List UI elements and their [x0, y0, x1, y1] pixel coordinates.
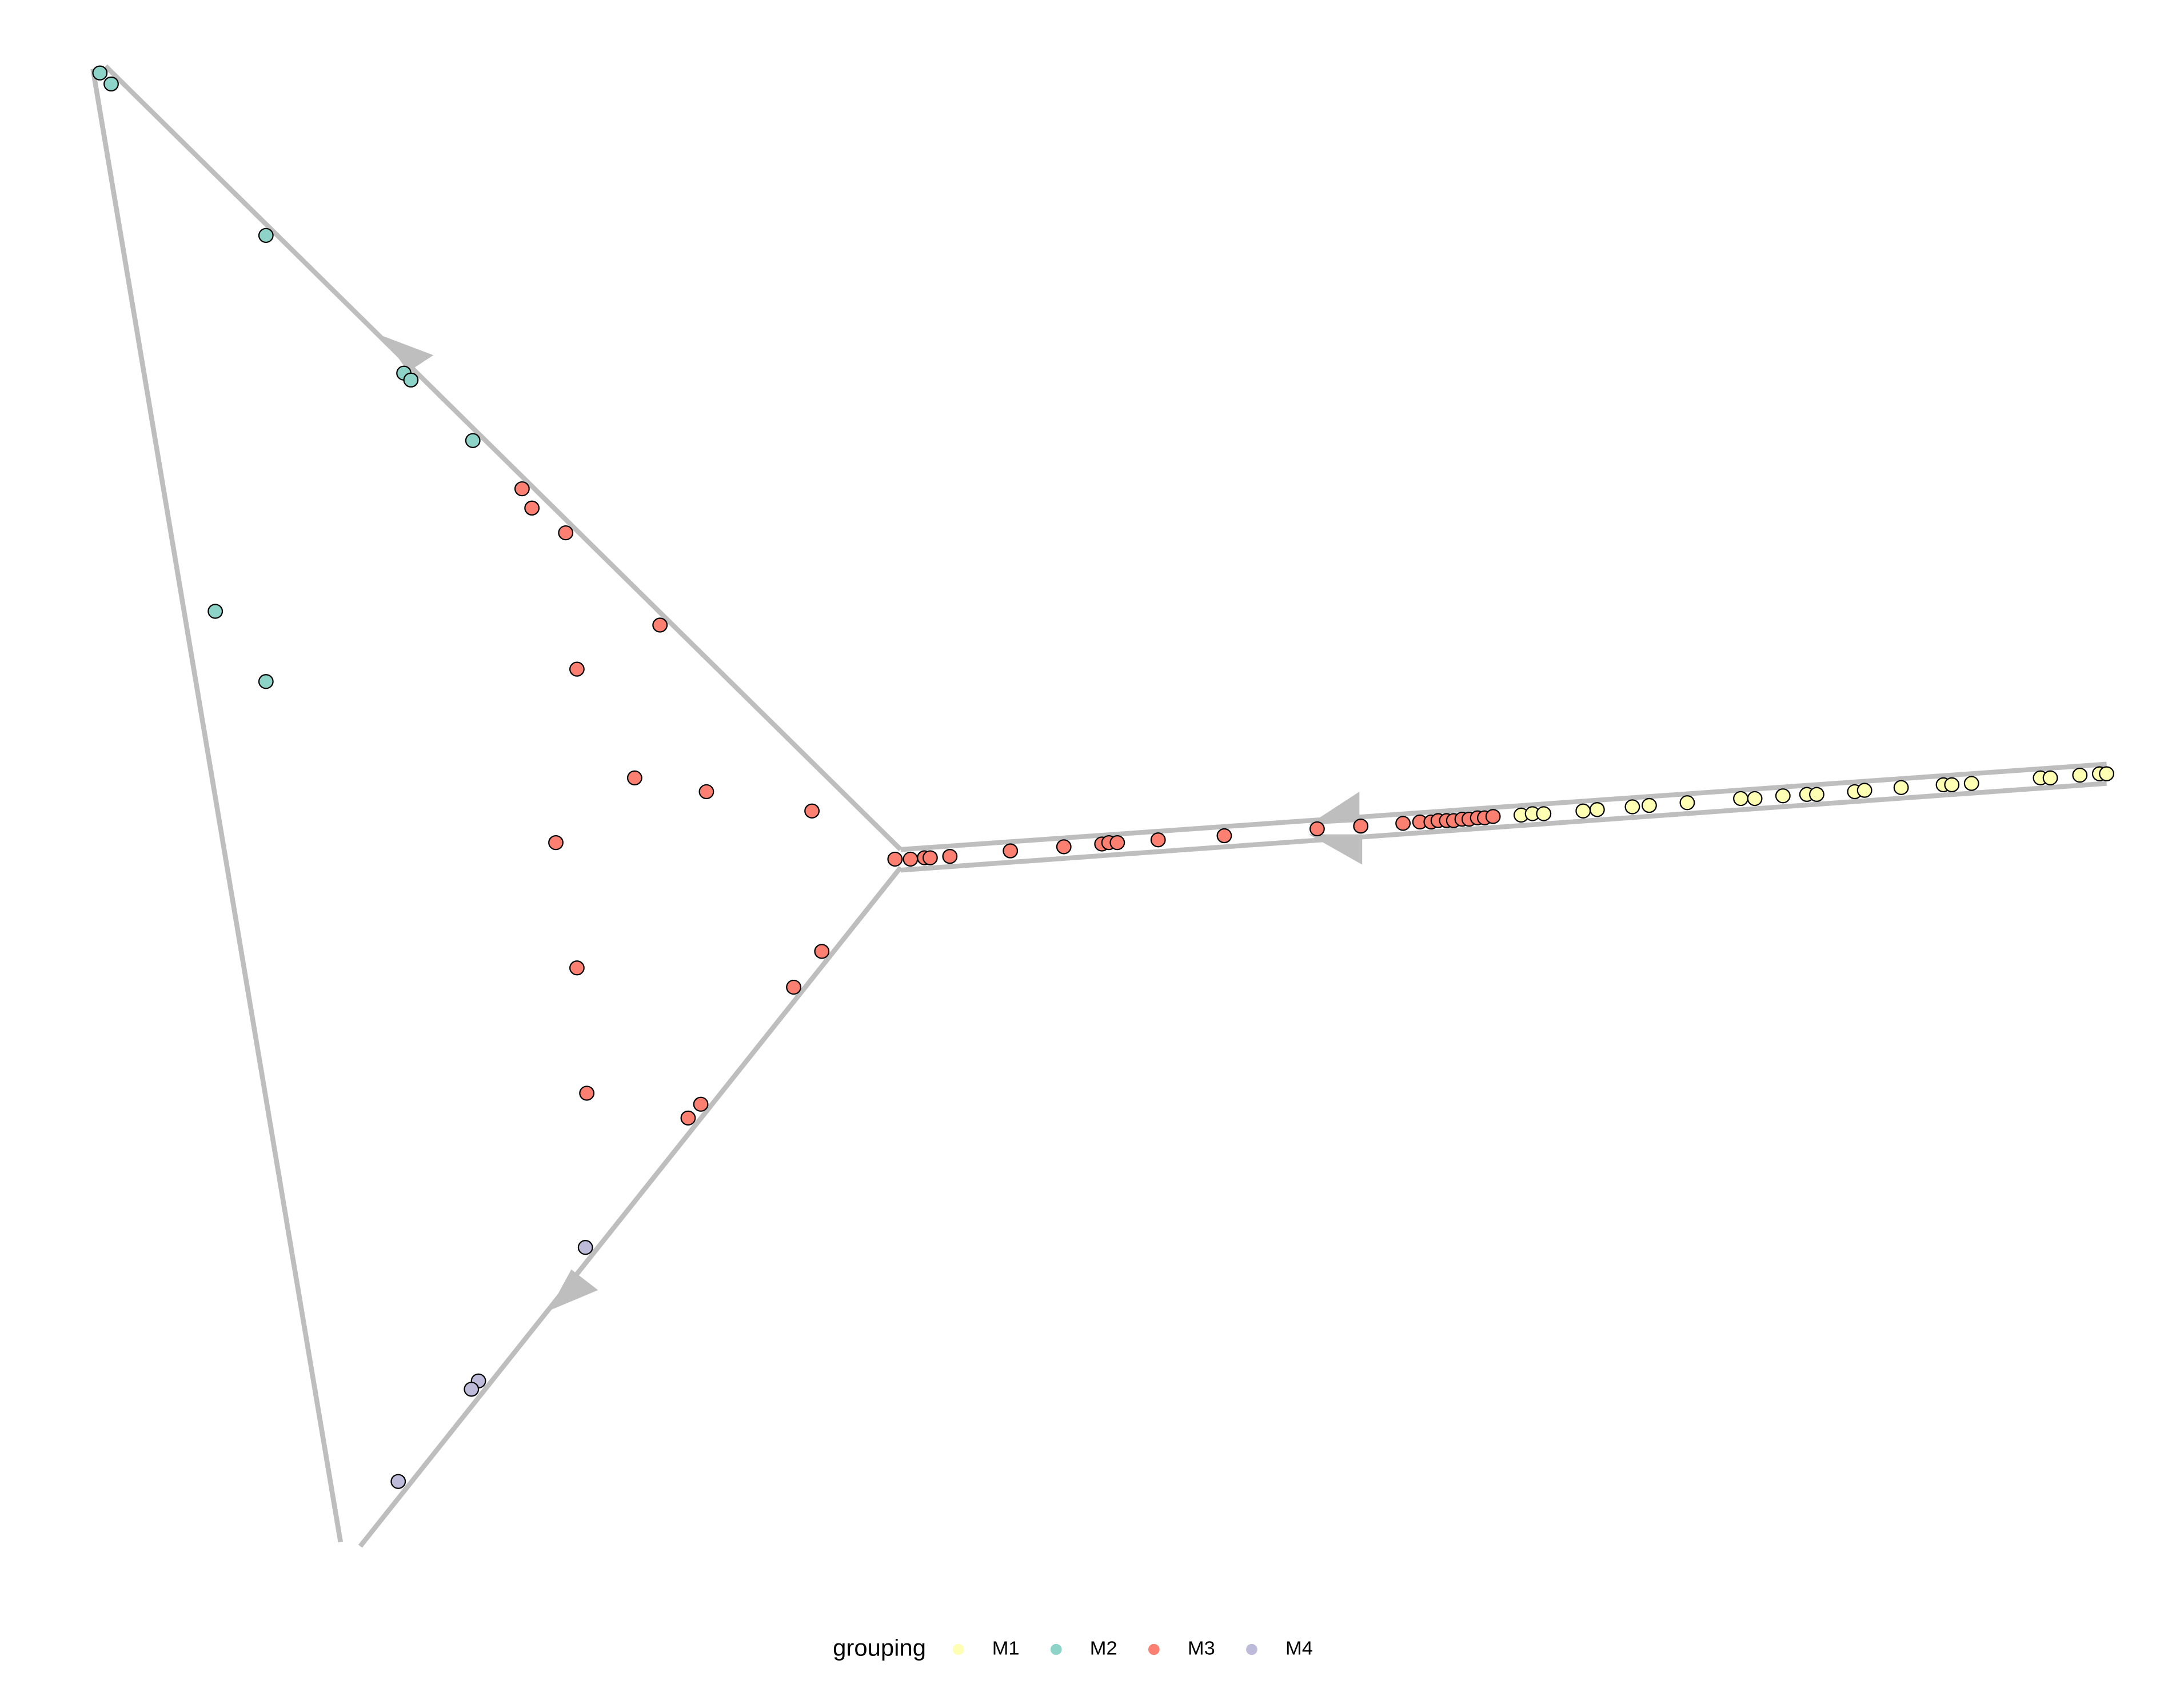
trajectory-edge [900, 761, 2107, 852]
trajectory-edge [900, 781, 2107, 873]
legend: grouping M1 M2 M3 M4 [833, 1635, 1313, 1661]
point [1963, 776, 1979, 791]
point [1309, 821, 1325, 837]
legend-title: grouping [833, 1635, 926, 1661]
point [903, 851, 919, 867]
point [1624, 799, 1640, 815]
point [258, 674, 274, 689]
series [92, 65, 481, 689]
trajectory-edge [358, 865, 903, 1548]
point [1353, 819, 1369, 834]
legend-label: M3 [1188, 1638, 1215, 1659]
point [1809, 787, 1824, 802]
legend-label: M2 [1090, 1638, 1117, 1659]
point [652, 617, 668, 633]
point [1733, 791, 1748, 807]
point [1679, 795, 1695, 811]
series [514, 481, 1501, 1126]
point [1485, 809, 1501, 824]
point [1216, 828, 1232, 844]
point [1856, 783, 1872, 798]
point [1003, 843, 1019, 859]
point [464, 1382, 480, 1397]
trajectory-edge [90, 68, 344, 1543]
point [103, 76, 119, 92]
point [1747, 791, 1763, 807]
point [1893, 780, 1909, 795]
legend-swatch [1148, 1643, 1160, 1655]
point [1642, 797, 1657, 813]
point [942, 849, 958, 864]
legend-label: M1 [992, 1638, 1020, 1659]
point [786, 979, 801, 995]
point [1944, 777, 1960, 793]
trajectory-arrow [549, 1269, 598, 1311]
point [1056, 839, 1072, 855]
point [1395, 816, 1411, 831]
point [922, 850, 938, 865]
point [524, 500, 540, 516]
trajectory-arrow [382, 336, 434, 372]
trajectory-arrow [1308, 834, 1363, 865]
point [569, 960, 585, 976]
point [2042, 770, 2058, 786]
series [390, 1240, 593, 1489]
point [569, 661, 585, 677]
point [558, 525, 574, 541]
point [1589, 802, 1605, 817]
legend-swatch [952, 1643, 964, 1655]
point [92, 65, 108, 81]
point [579, 1086, 595, 1101]
point [2072, 767, 2088, 783]
point [2099, 766, 2115, 781]
point [514, 481, 530, 497]
point [390, 1474, 406, 1489]
legend-swatch [1246, 1643, 1257, 1655]
trajectory-edge [103, 64, 903, 852]
trajectory [90, 64, 2107, 1548]
point [1150, 832, 1166, 848]
legend-label: M4 [1285, 1638, 1313, 1659]
legend-swatch [1050, 1643, 1062, 1655]
point [887, 851, 903, 867]
point [258, 228, 274, 244]
point [626, 770, 642, 786]
point [548, 835, 564, 851]
point [698, 784, 714, 800]
point [465, 433, 481, 448]
point [814, 944, 830, 959]
point [1109, 835, 1125, 851]
point [693, 1096, 709, 1112]
series [1513, 766, 2115, 823]
point [680, 1110, 696, 1126]
point [207, 604, 223, 619]
point [577, 1240, 593, 1255]
trajectory-arrow [1308, 791, 1360, 825]
point [1775, 788, 1791, 804]
point [1575, 803, 1591, 819]
point [1536, 806, 1552, 821]
point [403, 372, 419, 388]
point [804, 803, 820, 819]
